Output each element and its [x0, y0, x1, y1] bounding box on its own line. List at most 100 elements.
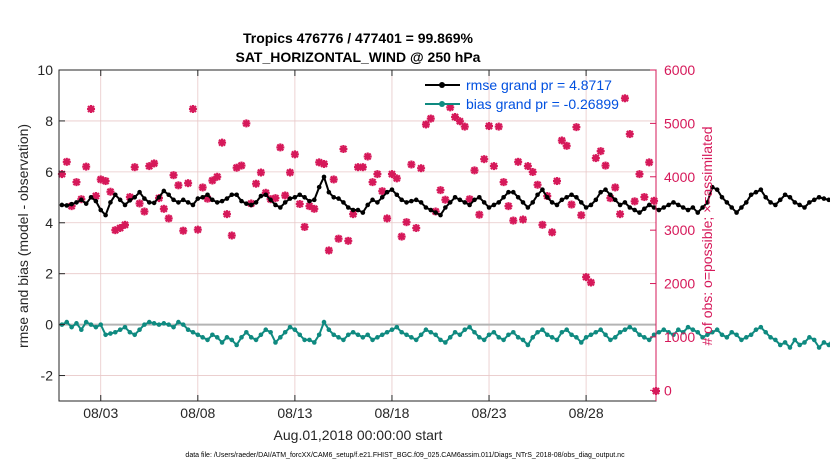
bias-point [345, 332, 351, 338]
bias-point [666, 329, 671, 335]
rmse-point [773, 202, 778, 208]
bias-point [79, 327, 84, 333]
bias-point [491, 329, 497, 335]
rmse-point [336, 196, 341, 201]
bias-point [603, 332, 608, 338]
count-marker-stroke [509, 216, 518, 225]
bias-point [627, 324, 633, 330]
bias-point [404, 332, 409, 338]
rmse-point [637, 210, 642, 215]
count-marker [218, 138, 227, 147]
x-tick-label: 08/23 [472, 405, 507, 421]
rmse-point [821, 196, 827, 201]
chart-title-line1: Tropics 476776 / 477401 = 99.869% [243, 30, 474, 46]
rmse-point [477, 195, 482, 200]
count-marker-stroke [528, 168, 537, 176]
bias-point [205, 337, 210, 343]
bias-series [59, 319, 830, 350]
rmse-point [418, 200, 424, 205]
rmse-point [651, 205, 657, 210]
rmse-point [811, 197, 817, 203]
count-marker [557, 136, 566, 145]
count-marker-stroke [553, 177, 561, 185]
count-marker-stroke [184, 179, 192, 187]
rmse-point [326, 189, 332, 195]
bias-point [98, 322, 104, 327]
rmse-point [137, 189, 142, 195]
rmse-point [350, 207, 356, 213]
bias-point [137, 327, 142, 333]
rmse-point [345, 205, 351, 210]
rmse-point [574, 195, 579, 200]
count-marker-stroke [334, 234, 343, 243]
bias-point [782, 340, 788, 345]
rmse-point [268, 197, 273, 203]
bias-point [690, 327, 696, 333]
rmse-point [472, 197, 477, 203]
count-marker-stroke [567, 200, 576, 209]
count-marker-stroke [524, 162, 532, 170]
bias-point [316, 332, 322, 338]
count-marker [213, 172, 222, 181]
count-marker-stroke [198, 183, 207, 192]
rmse-point [166, 192, 171, 198]
count-marker [281, 191, 290, 200]
bias-point [486, 332, 492, 338]
bias-point [612, 335, 618, 340]
rmse-point [457, 197, 463, 203]
bias-point [515, 335, 521, 340]
count-marker-stroke [96, 175, 105, 184]
x-axis: 08/03 08/08 08/13 08/18 08/23 08/28 [83, 70, 604, 421]
bias-point [637, 332, 642, 338]
rmse-point [491, 202, 497, 208]
rmse-point [462, 200, 468, 205]
rmse-point [535, 192, 540, 198]
bias-point [501, 337, 506, 343]
rmse-point [593, 197, 599, 203]
bias-point [156, 322, 162, 327]
bias-point [331, 332, 337, 338]
rmse-point [739, 205, 744, 210]
bias-point [229, 337, 235, 343]
rmse-point [787, 195, 793, 200]
count-marker [344, 236, 353, 245]
count-marker [121, 220, 130, 229]
count-marker [562, 141, 571, 150]
rmse-point [258, 193, 264, 199]
rmse-point [676, 202, 681, 208]
count-marker [339, 145, 348, 154]
rmse-point [219, 198, 225, 204]
rmse-point [229, 192, 235, 198]
count-marker [276, 143, 285, 152]
rmse-point [244, 201, 249, 206]
bias-point [457, 332, 463, 338]
count-marker-stroke [174, 181, 183, 190]
count-marker [373, 170, 382, 179]
count-marker-stroke [271, 194, 280, 202]
rmse-point [302, 195, 307, 200]
bias-point [428, 329, 434, 335]
bias-point [700, 335, 705, 340]
count-marker [412, 224, 421, 233]
count-marker [82, 162, 91, 171]
count-marker-stroke [422, 120, 430, 129]
count-marker-stroke [514, 158, 522, 166]
count-marker-stroke [475, 210, 484, 219]
rmse-point [816, 195, 822, 200]
rmse-point [753, 189, 759, 195]
rmse-point [190, 202, 196, 208]
bias-point [705, 332, 710, 338]
bias-point [108, 331, 113, 336]
bias-point [214, 335, 220, 340]
rmse-point [661, 205, 667, 210]
right-y-axis: 0 1000 2000 3000 4000 5000 6000 [650, 62, 695, 401]
count-marker-stroke [427, 114, 435, 123]
rmse-point [93, 198, 99, 204]
rmse-point [564, 195, 569, 200]
bias-point [559, 329, 565, 335]
rmse-point [263, 192, 269, 198]
legend-rmse-marker [439, 82, 445, 88]
bias-point [166, 322, 171, 327]
left-y-axis: -2 0 2 4 6 8 10 [37, 62, 65, 384]
rmse-point [122, 202, 128, 208]
